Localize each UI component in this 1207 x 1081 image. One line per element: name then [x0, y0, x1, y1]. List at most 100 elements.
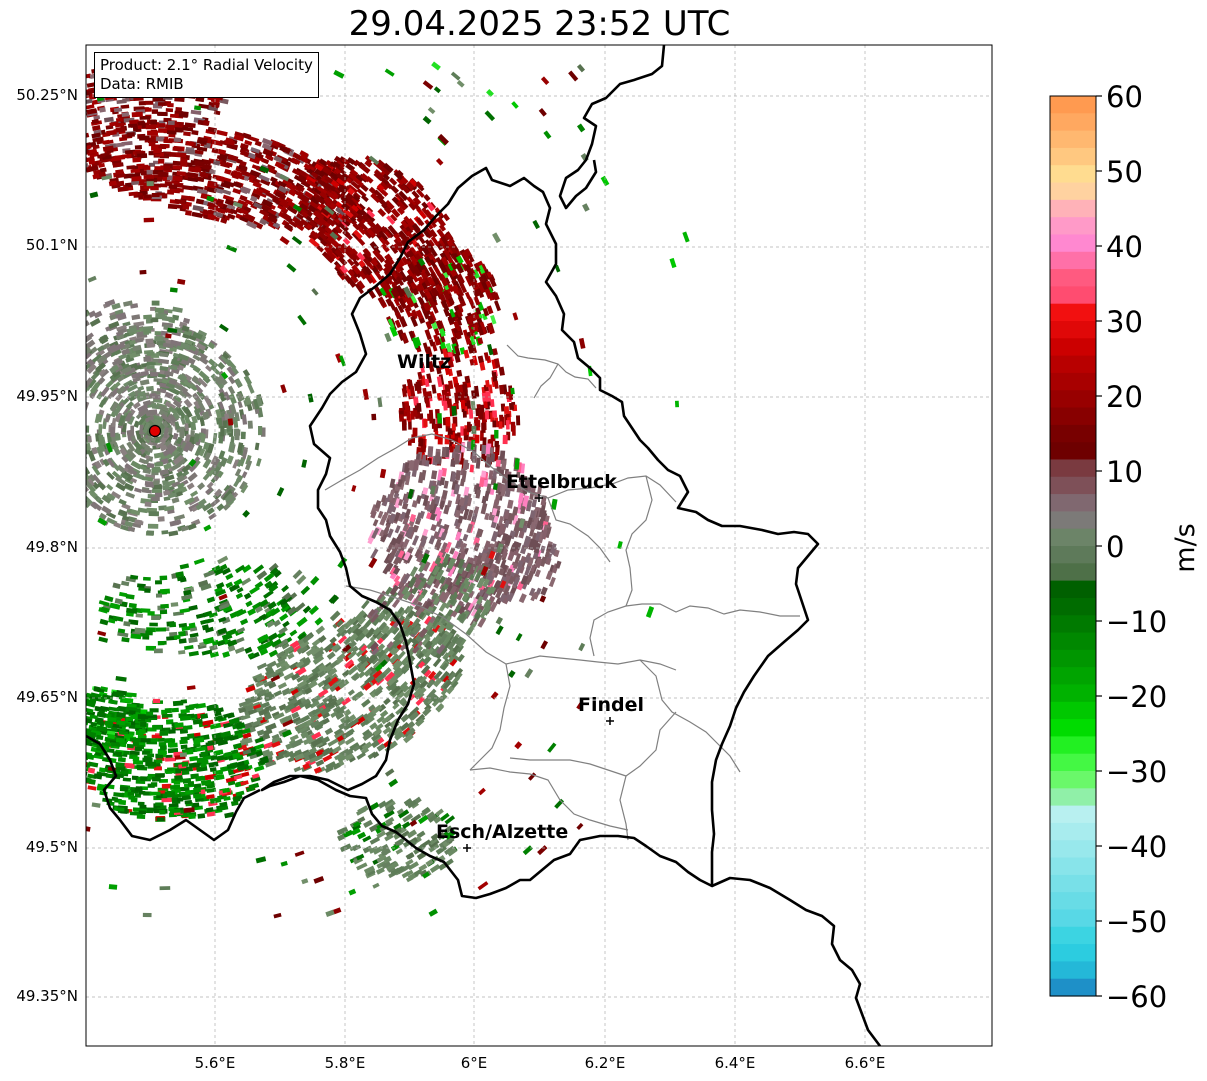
radar-echo-cell	[150, 306, 157, 311]
radar-echo-cell	[70, 414, 76, 424]
radar-echo-cell	[134, 487, 143, 494]
radar-echo-cell	[129, 119, 137, 125]
radar-echo-cell	[247, 383, 255, 394]
radar-echo-cell	[481, 422, 486, 433]
radar-echo-cell	[203, 395, 213, 407]
radar-echo-cell	[187, 733, 195, 739]
radar-echo-cell	[203, 411, 210, 419]
radar-echo-cell	[121, 365, 133, 375]
radar-echo-cell	[224, 413, 230, 421]
radar-echo-cell	[445, 416, 451, 427]
radar-echo-cell	[399, 414, 404, 422]
radar-echo-cell	[177, 353, 190, 362]
radar-echo-cell	[232, 459, 239, 469]
radar-echo-cell	[171, 707, 179, 713]
radar-echo-cell	[70, 413, 76, 422]
radar-echo-cell	[183, 406, 193, 418]
radar-echo-cell	[151, 192, 160, 198]
radar-echo-cell	[134, 145, 142, 150]
radar-echo-cell	[278, 196, 288, 205]
radar-echo-cell	[87, 450, 96, 462]
radar-echo-cell	[145, 409, 156, 417]
radar-echo-cell	[88, 489, 98, 499]
radar-echo-cell	[133, 441, 143, 451]
radar-echo-cell	[163, 462, 172, 470]
radar-echo-cell	[78, 449, 85, 460]
radar-echo-cell	[234, 468, 242, 477]
radar-echo-cell	[77, 411, 82, 419]
radar-echo-cell	[74, 762, 85, 768]
radar-echo-cell	[125, 448, 137, 460]
radar-echo-cell	[152, 485, 163, 490]
radar-echo-cell	[172, 306, 183, 313]
radar-echo-cell	[146, 342, 155, 348]
radar-echo-cell	[155, 441, 167, 449]
radar-echo-cell	[112, 445, 121, 456]
radar-echo-cell	[436, 392, 442, 400]
radar-echo-cell	[254, 140, 262, 147]
radar-echo-cell	[243, 206, 252, 213]
radar-echo-cell	[154, 461, 164, 467]
radar-echo-cell	[131, 775, 139, 781]
radar-echo-cell	[148, 142, 156, 147]
radar-echo-cell	[495, 459, 501, 468]
radar-echo-cell	[114, 432, 120, 441]
radar-echo-cell	[153, 480, 160, 486]
radar-echo-cell	[158, 171, 169, 178]
radar-echo-cell	[96, 414, 103, 423]
radar-echo-cell	[75, 407, 82, 418]
radar-echo-cell	[197, 813, 206, 819]
radar-echo-cell	[77, 756, 85, 762]
radar-echo-cell	[176, 474, 185, 483]
radar-echo-cell	[112, 381, 121, 390]
radar-echo-cell	[124, 412, 134, 423]
radar-echo-cell	[188, 464, 197, 473]
radar-echo-cell	[86, 311, 90, 320]
radar-echo-cell	[489, 447, 494, 454]
radar-echo-cell	[213, 375, 223, 386]
map-title: 29.04.2025 23:52 UTC	[348, 4, 731, 44]
radar-echo-cell	[51, 421, 56, 428]
radar-echo-cell	[159, 382, 171, 389]
radar-echo-cell	[98, 512, 107, 521]
radar-echo-cell	[162, 342, 174, 349]
radar-echo-cell	[192, 204, 204, 212]
radar-echo-cell	[143, 314, 153, 320]
radar-echo-cell	[180, 699, 188, 704]
radar-echo-cell	[63, 416, 68, 424]
radar-echo-cell	[172, 519, 182, 526]
radar-echo-cell	[92, 125, 101, 131]
radar-echo-cell	[110, 417, 117, 430]
radar-echo-cell	[69, 427, 73, 434]
radar-echo-cell	[131, 314, 141, 321]
radar-echo-cell	[169, 364, 178, 371]
radar-echo-cell	[116, 324, 127, 332]
radar-echo-cell	[223, 391, 231, 401]
radar-echo-cell	[241, 471, 248, 479]
radar-echo-cell	[187, 781, 195, 787]
radar-echo-cell	[277, 203, 287, 212]
radar-echo-cell	[211, 457, 220, 469]
radar-echo-cell	[161, 783, 172, 789]
radar-echo-cell	[154, 492, 163, 498]
radar-echo-cell	[118, 799, 127, 806]
radar-echo-cell	[121, 112, 130, 117]
radar-echo-cell	[115, 169, 124, 174]
radar-echo-cell	[441, 446, 447, 458]
radar-echo-cell	[66, 433, 71, 442]
radar-echo-cell	[172, 411, 181, 421]
radar-echo-cell	[222, 194, 235, 202]
radar-echo-cell	[433, 423, 438, 433]
radar-echo-cell	[174, 127, 183, 133]
radar-echo-cell	[73, 427, 77, 437]
radar-echo-cell	[153, 377, 165, 383]
radar-echo-cell	[101, 505, 112, 515]
radar-echo-cell	[110, 426, 116, 438]
radar-echo-cell	[183, 373, 193, 382]
radar-echo-cell	[98, 424, 103, 434]
radar-echo-cell	[130, 425, 135, 437]
radar-echo-cell	[115, 476, 127, 486]
radar-echo-cell	[135, 430, 142, 440]
radar-echo-cell	[191, 415, 198, 424]
radar-echo-cell	[93, 310, 103, 319]
